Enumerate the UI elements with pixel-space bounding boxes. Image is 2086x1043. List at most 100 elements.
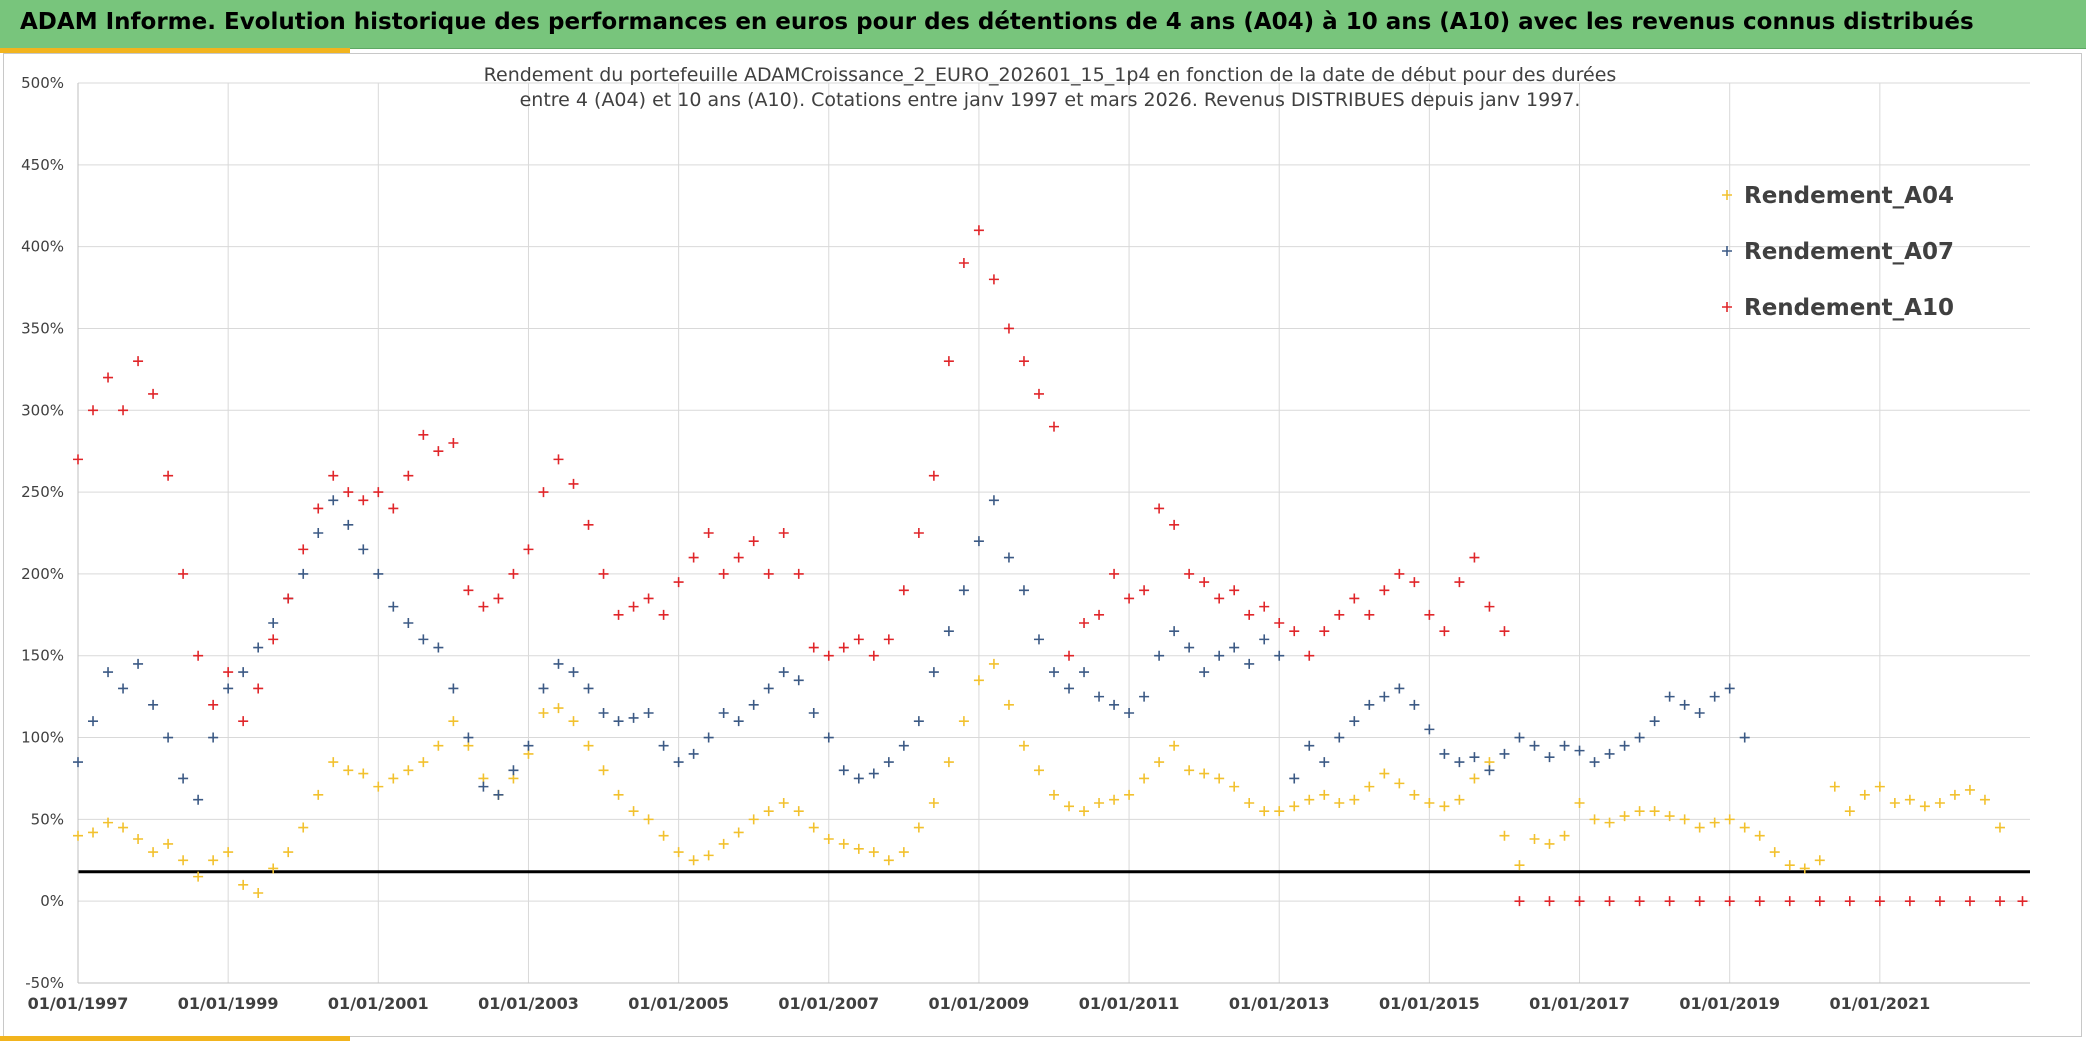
- data-point-rendement-a10: [1874, 896, 1885, 907]
- data-point-rendement-a10: [1844, 896, 1855, 907]
- data-point-rendement-a10: [1079, 618, 1090, 628]
- data-point-rendement-a07: [463, 732, 474, 743]
- y-tick-label: 300%: [21, 401, 64, 419]
- data-point-rendement-a07: [1274, 650, 1285, 661]
- data-point-rendement-a10: [913, 528, 924, 538]
- data-point-rendement-a04: [1064, 801, 1075, 812]
- data-point-rendement-a04: [343, 765, 354, 776]
- data-point-rendement-a10: [1049, 421, 1059, 432]
- x-tick-label: 01/01/2009: [929, 994, 1030, 1013]
- data-point-rendement-a10: [868, 650, 879, 661]
- data-point-rendement-a07: [1109, 699, 1120, 710]
- data-point-rendement-a10: [1934, 896, 1945, 907]
- data-point-rendement-a07: [1289, 773, 1300, 784]
- data-point-rendement-a04: [1454, 794, 1465, 805]
- data-point-rendement-a07: [538, 683, 549, 694]
- legend-marker-rendement-a07: [1722, 246, 1732, 256]
- data-point-rendement-a07: [1604, 748, 1615, 759]
- legend-marker-rendement-a04: [1722, 190, 1732, 200]
- accent-bar-bottom: [0, 1036, 350, 1041]
- data-point-rendement-a07: [1499, 748, 1510, 759]
- data-point-rendement-a07: [1199, 667, 1210, 678]
- data-point-rendement-a10: [223, 667, 234, 678]
- data-point-rendement-a04: [1169, 740, 1180, 751]
- data-point-rendement-a10: [148, 388, 159, 399]
- data-point-rendement-a10: [283, 593, 294, 604]
- data-point-rendement-a07: [1454, 757, 1465, 768]
- data-point-rendement-a07: [388, 601, 399, 612]
- data-point-rendement-a10: [1199, 577, 1210, 588]
- data-point-rendement-a04: [703, 850, 714, 861]
- data-point-rendement-a04: [568, 716, 579, 727]
- data-point-rendement-a07: [718, 708, 729, 718]
- data-point-rendement-a07: [823, 732, 834, 743]
- x-tick-label: 01/01/1999: [178, 994, 279, 1013]
- data-point-rendement-a10: [418, 429, 429, 440]
- data-point-rendement-a04: [1409, 789, 1420, 800]
- data-point-rendement-a07: [1184, 642, 1195, 653]
- data-point-rendement-a07: [1139, 691, 1150, 702]
- data-point-rendement-a10: [553, 454, 564, 465]
- data-point-rendement-a10: [1409, 577, 1420, 588]
- data-point-rendement-a07: [943, 626, 954, 637]
- data-point-rendement-a07: [748, 699, 759, 710]
- data-point-rendement-a10: [328, 470, 339, 481]
- data-point-rendement-a10: [688, 552, 699, 563]
- x-tick-label: 01/01/2001: [328, 994, 429, 1013]
- data-point-rendement-a07: [1529, 740, 1540, 751]
- data-point-rendement-a10: [1994, 896, 2005, 907]
- data-point-rendement-a10: [1214, 593, 1225, 604]
- data-point-rendement-a10: [313, 503, 324, 514]
- data-point-rendement-a10: [1904, 896, 1915, 907]
- data-point-rendement-a07: [1694, 708, 1705, 718]
- data-point-rendement-a10: [1754, 896, 1765, 907]
- data-point-rendement-a07: [1619, 740, 1630, 751]
- data-point-rendement-a04: [1859, 789, 1870, 800]
- data-point-rendement-a04: [1199, 768, 1210, 779]
- data-point-rendement-a04: [133, 834, 144, 844]
- data-point-rendement-a07: [1003, 552, 1014, 563]
- data-point-rendement-a04: [283, 847, 294, 858]
- data-point-rendement-a04: [328, 757, 339, 768]
- data-point-rendement-a10: [1634, 896, 1645, 907]
- data-point-rendement-a04: [1604, 817, 1615, 828]
- data-point-rendement-a04: [118, 822, 129, 833]
- data-point-rendement-a10: [1469, 552, 1480, 563]
- data-point-rendement-a10: [1184, 568, 1195, 579]
- data-point-rendement-a07: [478, 781, 489, 792]
- data-point-rendement-a07: [1484, 765, 1495, 776]
- data-point-rendement-a07: [1049, 667, 1059, 678]
- data-point-rendement-a10: [1169, 519, 1180, 530]
- data-point-rendement-a10: [1319, 626, 1330, 637]
- data-point-rendement-a07: [1709, 691, 1720, 702]
- data-point-rendement-a04: [598, 765, 609, 776]
- data-point-rendement-a04: [1649, 806, 1660, 817]
- data-point-rendement-a04: [763, 806, 774, 817]
- x-tick-label: 01/01/2005: [628, 994, 729, 1013]
- data-point-rendement-a10: [1454, 577, 1465, 588]
- data-point-rendement-a04: [688, 855, 699, 866]
- data-point-rendement-a07: [838, 765, 849, 776]
- chart-marks: [73, 225, 2028, 907]
- chart-title: Rendement du portefeuille ADAMCroissance…: [484, 64, 1617, 86]
- y-tick-label: 150%: [21, 647, 64, 665]
- data-point-rendement-a07: [613, 716, 624, 727]
- chart-frame: [3, 53, 2082, 1037]
- data-point-rendement-a10: [838, 642, 849, 653]
- data-point-rendement-a04: [838, 838, 849, 849]
- data-point-rendement-a10: [1814, 896, 1825, 907]
- data-point-rendement-a10: [973, 225, 984, 236]
- data-point-rendement-a04: [1694, 822, 1705, 833]
- data-point-rendement-a07: [1229, 642, 1240, 653]
- data-point-rendement-a10: [988, 274, 999, 285]
- data-point-rendement-a10: [748, 536, 759, 547]
- data-point-rendement-a04: [148, 847, 159, 858]
- data-point-rendement-a07: [1574, 745, 1585, 756]
- data-point-rendement-a10: [1424, 609, 1435, 620]
- data-point-rendement-a10: [793, 568, 804, 579]
- data-point-rendement-a07: [358, 544, 369, 555]
- data-point-rendement-a10: [1018, 356, 1029, 367]
- data-point-rendement-a04: [73, 830, 83, 841]
- data-point-rendement-a04: [1124, 789, 1135, 800]
- data-point-rendement-a10: [1724, 896, 1735, 907]
